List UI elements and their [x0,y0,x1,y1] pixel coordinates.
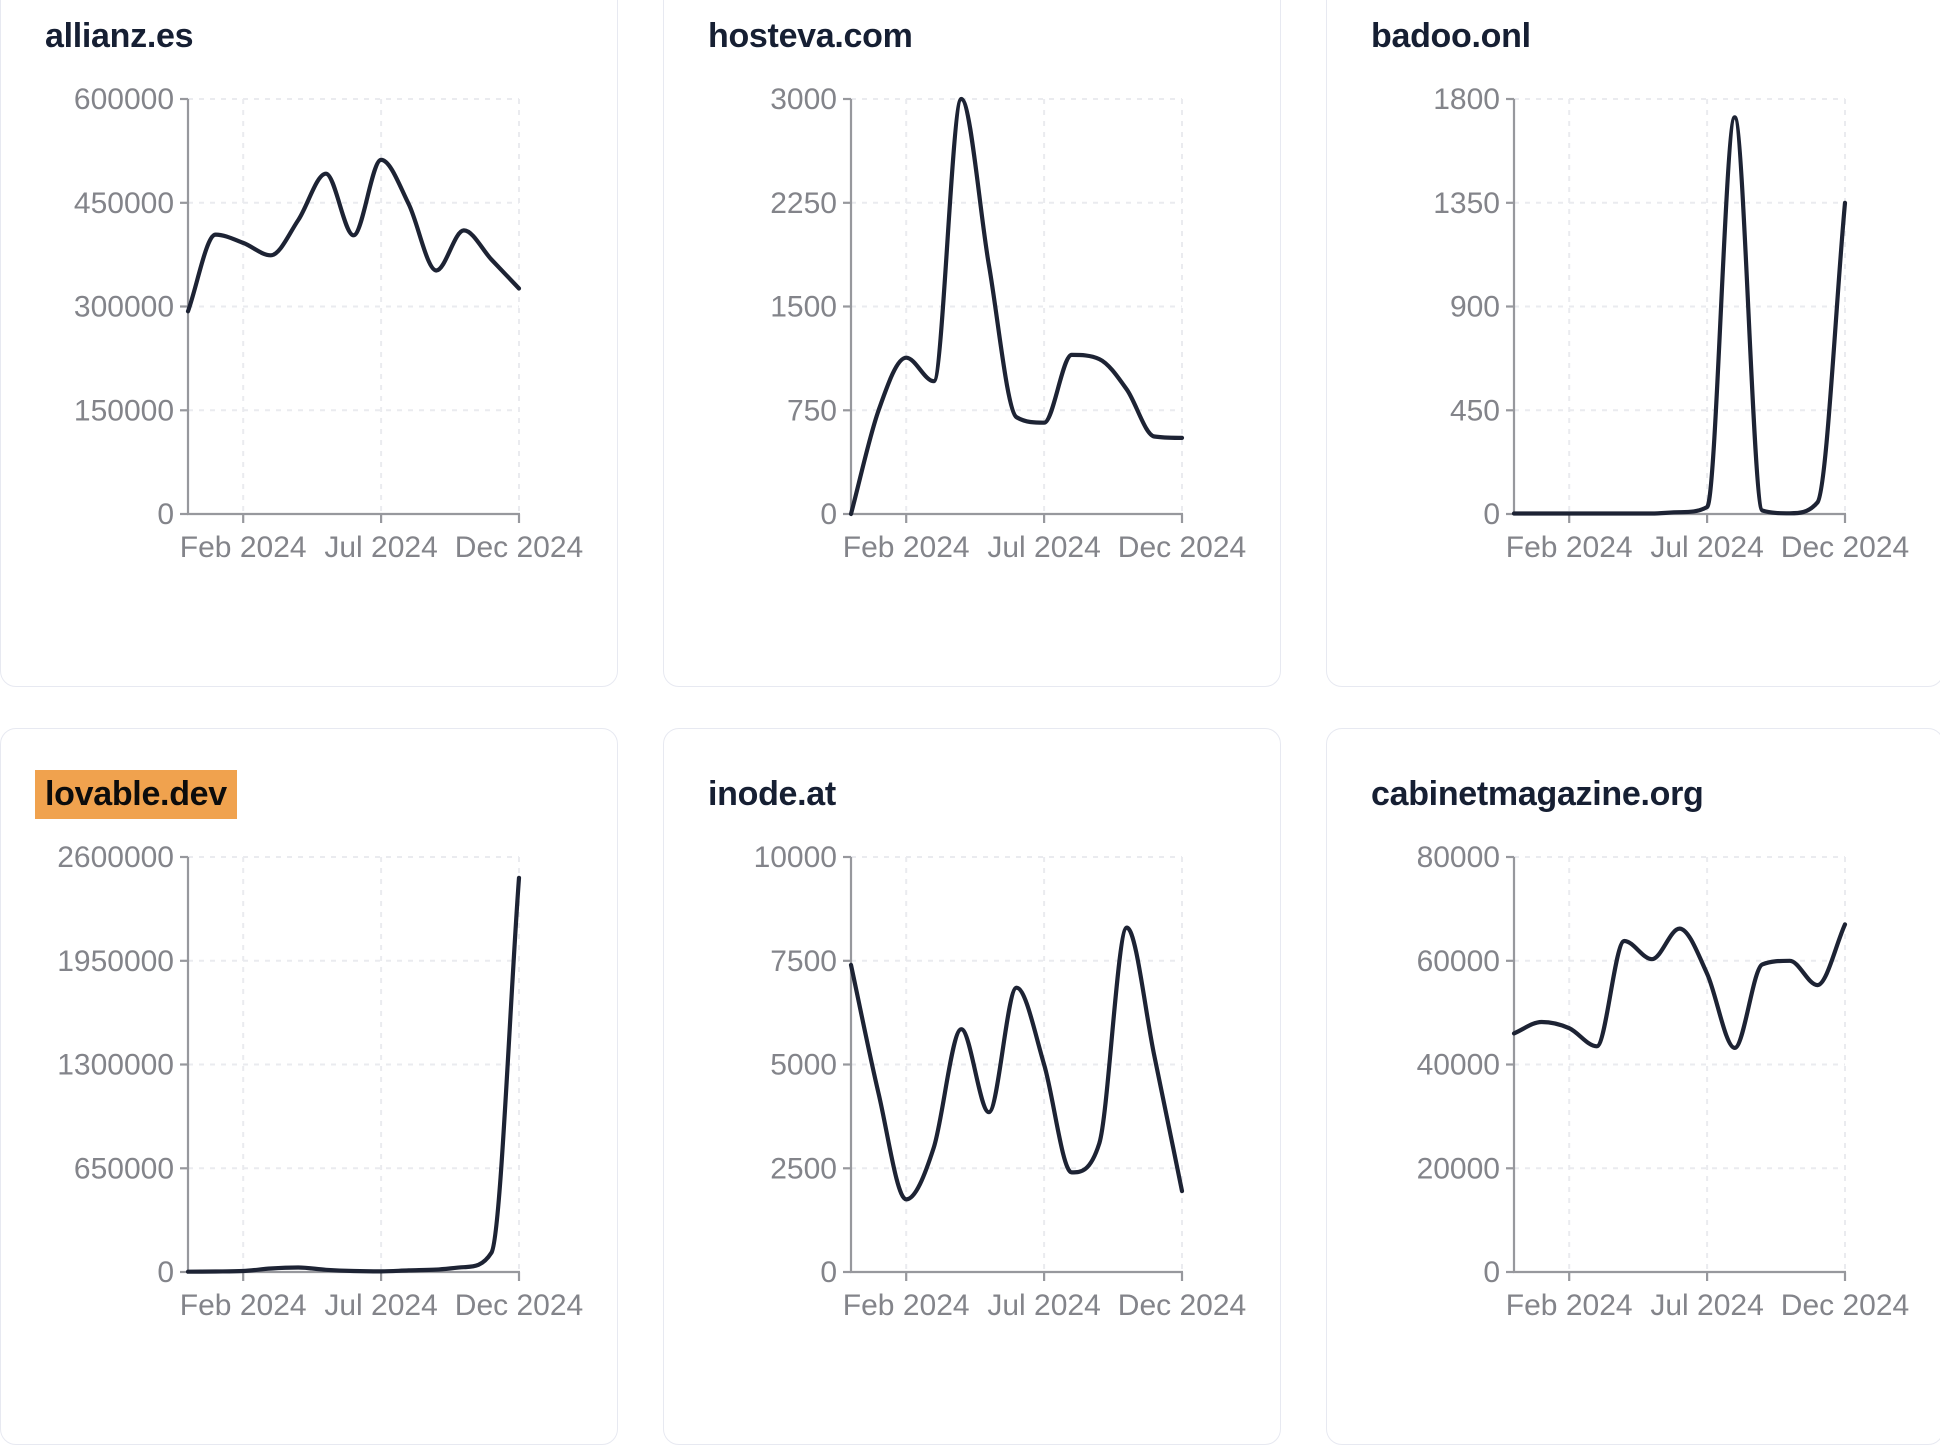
domain-title-label: hosteva.com [708,17,913,55]
card-title: allianz.es [45,17,573,55]
domain-title-label: inode.at [708,775,836,813]
domain-title-label-highlighted: lovable.dev [35,770,237,819]
card-title: inode.at [708,775,1236,813]
x-tick-label: Dec 2024 [1781,1289,1909,1322]
y-tick-label: 300000 [74,291,174,324]
x-tick-label: Feb 2024 [180,1289,307,1322]
domain-card-allianz-es[interactable]: allianz.es 0 150000 300000 450000 600000 Feb … [0,0,618,687]
domain-card-lovable-dev[interactable]: lovable.dev 0 650000 1300000 1950000 2600000… [0,728,618,1445]
x-tick-label: Jul 2024 [987,531,1100,564]
y-tick-label: 750 [787,394,837,427]
domain-title-label: cabinetmagazine.org [1371,775,1704,813]
x-tick-label: Jul 2024 [324,1289,437,1322]
y-tick-label: 2600000 [57,841,174,874]
y-tick-label: 1500 [770,291,837,324]
card-title: cabinetmagazine.org [1371,775,1899,813]
domain-card-badoo-onl[interactable]: badoo.onl 0 450 900 1350 1800 Feb 2024 Jul 202… [1326,0,1940,687]
y-tick-label: 80000 [1417,841,1500,874]
traffic-line-chart: 0 450 900 1350 1800 Feb 2024 Jul 2024 Dec 2024 [1433,83,1909,564]
y-tick-label: 0 [157,1256,174,1289]
domain-card-cabinetmagazine-org[interactable]: cabinetmagazine.org 0 20000 40000 60000 8000… [1326,728,1940,1445]
x-tick-label: Feb 2024 [180,531,307,564]
x-tick-label: Jul 2024 [987,1289,1100,1322]
x-tick-label: Dec 2024 [1781,531,1909,564]
x-tick-label: Jul 2024 [1650,1289,1763,1322]
y-tick-label: 0 [820,498,837,531]
x-tick-label: Feb 2024 [1506,531,1633,564]
domain-title-label: badoo.onl [1371,17,1531,55]
series-line [848,96,1185,517]
y-tick-label: 600000 [74,83,174,116]
y-tick-label: 450000 [74,187,174,220]
y-tick-label: 1350 [1433,187,1500,220]
y-tick-label: 40000 [1417,1049,1500,1082]
series-line [185,875,522,1274]
y-tick-label: 20000 [1417,1152,1500,1185]
y-tick-label: 0 [157,498,174,531]
domain-title-label: allianz.es [45,17,194,55]
x-tick-label: Dec 2024 [455,531,583,564]
y-tick-label: 1950000 [57,945,174,978]
y-tick-label: 2250 [770,187,837,220]
y-tick-label: 2500 [770,1152,837,1185]
card-title: badoo.onl [1371,17,1899,55]
y-tick-label: 1300000 [57,1049,174,1082]
y-tick-label: 7500 [770,945,837,978]
traffic-line-chart: 0 20000 40000 60000 80000 Feb 2024 Jul 2024 Dec… [1417,841,1910,1322]
y-tick-label: 900 [1450,291,1500,324]
series-line [1511,922,1848,1050]
y-tick-label: 3000 [770,83,837,116]
traffic-line-chart: 0 150000 300000 450000 600000 Feb 2024 Jul 202… [74,83,583,564]
y-tick-label: 0 [820,1256,837,1289]
traffic-line-chart: 0 650000 1300000 1950000 2600000 Feb 2024 Jul … [57,841,583,1322]
traffic-line-chart: 0 2500 5000 7500 10000 Feb 2024 Jul 2024 Dec 20… [754,841,1247,1322]
y-tick-label: 650000 [74,1152,174,1185]
card-title: hosteva.com [708,17,1236,55]
y-tick-label: 150000 [74,394,174,427]
domain-card-inode-at[interactable]: inode.at 0 2500 5000 7500 10000 Feb 2024 Jul 2… [663,728,1281,1445]
card-title: lovable.dev [35,770,573,819]
y-tick-label: 0 [1483,498,1500,531]
x-tick-label: Feb 2024 [843,1289,970,1322]
y-tick-label: 450 [1450,394,1500,427]
y-tick-label: 60000 [1417,945,1500,978]
x-tick-label: Feb 2024 [843,531,970,564]
domain-card-hosteva-com[interactable]: hosteva.com 0 750 1500 2250 3000 Feb 2024 Jul … [663,0,1281,687]
series-line [848,925,1185,1202]
y-tick-label: 0 [1483,1256,1500,1289]
x-tick-label: Jul 2024 [1650,531,1763,564]
y-tick-label: 1800 [1433,83,1500,116]
traffic-line-chart: 0 750 1500 2250 3000 Feb 2024 Jul 2024 Dec 2024 [770,83,1246,564]
series-line [185,157,522,314]
y-tick-label: 10000 [754,841,837,874]
x-tick-label: Jul 2024 [324,531,437,564]
x-tick-label: Dec 2024 [455,1289,583,1322]
x-tick-label: Feb 2024 [1506,1289,1633,1322]
x-tick-label: Dec 2024 [1118,531,1246,564]
x-tick-label: Dec 2024 [1118,1289,1246,1322]
series-line [1511,115,1848,516]
y-tick-label: 5000 [770,1049,837,1082]
